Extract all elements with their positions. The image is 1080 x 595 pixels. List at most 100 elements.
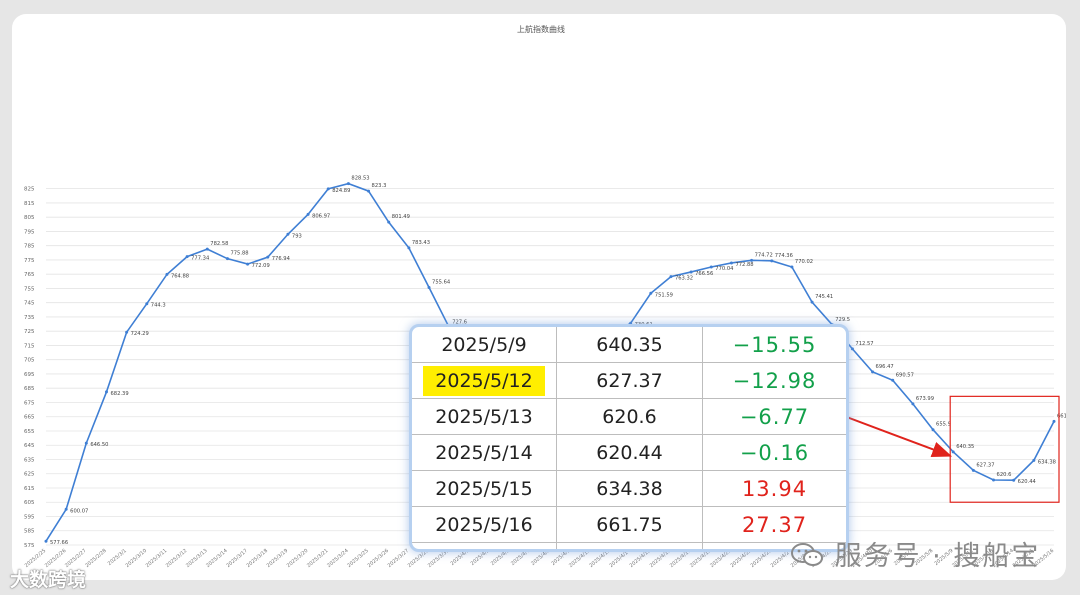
data-label: 744.3 (151, 303, 166, 309)
date-cell: 2025/5/15 (412, 470, 557, 507)
change-cell: −12.98 (702, 362, 846, 399)
y-tick-label: 695 (24, 372, 35, 378)
data-point (326, 187, 330, 191)
data-point (669, 275, 673, 279)
inset-price-table: 2025/5/9 640.35 −15.55 2025/5/12 627.37 −12.9… (409, 324, 849, 552)
data-point (387, 220, 391, 224)
data-point (810, 300, 814, 304)
data-label: 620.6 (997, 472, 1012, 478)
y-tick-label: 825 (24, 187, 35, 193)
date-text: 2025/5/15 (435, 477, 533, 500)
chart-card: 上航指数曲线 575 585 595 605 615 625 635 645 655 665 675… (12, 14, 1066, 580)
y-tick-label: 605 (24, 500, 35, 506)
y-tick-label: 675 (24, 400, 35, 406)
price-cell: 634.38 (556, 470, 703, 507)
y-tick-label: 795 (24, 229, 35, 235)
data-label: 764.88 (171, 273, 189, 279)
y-tick-label: 715 (24, 343, 35, 349)
price-cell: 620.6 (556, 398, 703, 435)
data-label: 690.57 (896, 372, 914, 378)
watermark-right-text: 服务号 · 搜船宝 (834, 541, 1041, 572)
data-label: 729.5 (835, 317, 850, 323)
date-text: 2025/5/14 (435, 441, 533, 464)
change-cell: −0.16 (702, 434, 846, 471)
data-point (104, 390, 108, 394)
x-tick-label: 2025/3/11 (145, 548, 168, 569)
data-point (286, 232, 290, 236)
data-label: 724.29 (131, 331, 149, 337)
data-point (1052, 419, 1056, 423)
y-tick-label: 785 (24, 244, 35, 250)
watermark-right: 服务号 · 搜船宝 (790, 534, 1040, 573)
data-point (971, 468, 975, 472)
data-point (125, 330, 129, 334)
data-point (64, 507, 68, 511)
y-tick-label: 765 (24, 272, 35, 278)
x-tick-label: 2025/3/21 (306, 548, 329, 569)
price-cell: 661.75 (556, 506, 703, 543)
data-point (346, 182, 350, 186)
data-point (790, 265, 794, 269)
data-label: 763.32 (675, 276, 693, 282)
inset-row: 2025/5/13 620.6 −6.77 (412, 398, 846, 435)
y-tick-label: 725 (24, 329, 35, 335)
wechat-icon (791, 543, 823, 566)
data-label: 823.3 (372, 183, 387, 189)
data-label: 627.37 (976, 462, 994, 468)
data-label: 646.50 (90, 442, 108, 448)
change-cell: 27.37 (702, 506, 846, 543)
data-point (306, 212, 310, 216)
x-tick-label: 2025/3/24 (326, 548, 349, 569)
change-cell: 13.94 (702, 470, 846, 507)
data-label: 577.66 (50, 540, 68, 546)
data-label: 634.38 (1038, 459, 1056, 465)
data-point (205, 247, 209, 251)
x-tick-label: 2025/3/10 (125, 548, 148, 569)
data-point (44, 539, 48, 543)
data-label: 782.58 (210, 241, 228, 247)
data-point (266, 255, 270, 259)
data-label: 682.39 (110, 391, 128, 397)
date-cell: 2025/5/16 (412, 506, 557, 543)
y-tick-label: 815 (24, 201, 35, 207)
data-label: 806.97 (312, 213, 330, 219)
x-tick-label: 2025/3/12 (165, 548, 188, 569)
spacer-cell (412, 542, 557, 549)
chart-title: 上航指数曲线 (517, 24, 565, 34)
data-label: 655.9 (936, 422, 951, 428)
data-point (84, 441, 88, 445)
data-point (407, 246, 411, 250)
data-point (367, 189, 371, 193)
change-cell: −6.77 (702, 398, 846, 435)
inset-row: 2025/5/15 634.38 13.94 (412, 470, 846, 507)
data-points (44, 182, 1056, 543)
y-tick-label: 615 (24, 486, 35, 492)
data-point (891, 378, 895, 382)
date-text: 2025/5/13 (435, 405, 533, 428)
data-point (951, 450, 955, 454)
data-label: 620.44 (1018, 479, 1037, 485)
data-label: 824.89 (332, 188, 350, 194)
data-point (246, 262, 250, 266)
y-tick-label: 805 (24, 215, 35, 221)
data-label: 661.75 (1057, 413, 1066, 419)
y-tick-label: 625 (24, 472, 35, 478)
inset-spacer-row (412, 542, 846, 549)
data-label: 745.41 (815, 294, 833, 300)
data-point (850, 347, 854, 351)
data-label: 828.53 (351, 176, 369, 182)
data-label: 776.94 (272, 256, 291, 262)
data-point (225, 257, 229, 261)
data-label: 600.07 (70, 508, 88, 514)
date-cell: 2025/5/12 (412, 362, 557, 399)
y-tick-label: 745 (24, 301, 35, 307)
data-point (145, 302, 149, 306)
data-label: 640.35 (956, 444, 974, 450)
y-tick-label: 655 (24, 429, 35, 435)
data-label: 772.09 (252, 263, 270, 269)
x-tick-label: 2025/3/27 (387, 548, 410, 569)
price-cell: 620.44 (556, 434, 703, 471)
data-label: 775.88 (230, 251, 248, 257)
x-tick-label: 2025/2/28 (84, 548, 107, 569)
data-point (165, 272, 169, 276)
